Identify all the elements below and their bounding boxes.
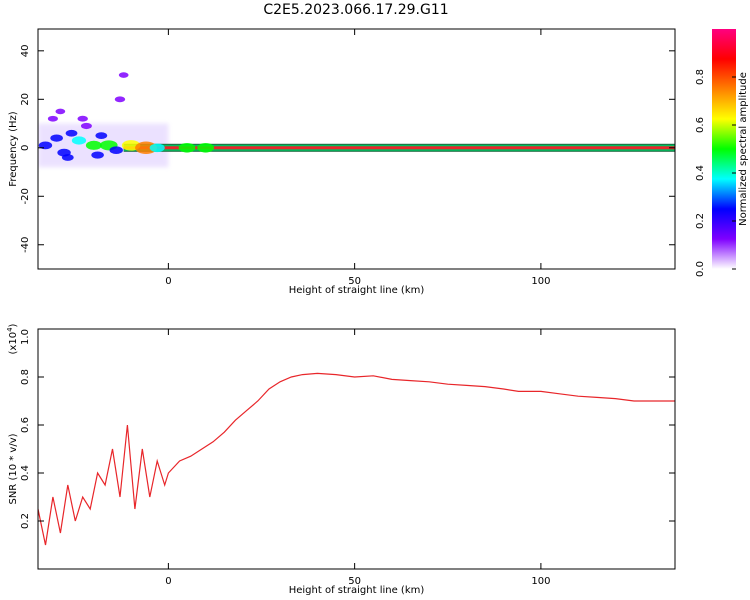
snr-panel: 0 50 100 0.2 0.4 0.6 0.8 1.0 Height of straight… <box>6 323 676 596</box>
snr-plot-area <box>38 372 675 546</box>
spectral-blob <box>178 142 196 153</box>
spectrogram-y-tick-label: -20 <box>20 188 31 204</box>
spectrogram-frame <box>37 28 676 270</box>
spectral-ridge <box>123 146 675 150</box>
spectrogram-y-tick-label: 40 <box>20 44 31 57</box>
spectral-blob <box>77 115 88 122</box>
snr-x-tick-label: 50 <box>348 576 361 587</box>
snr-y-tick-label: 0.4 <box>20 465 31 481</box>
spectral-blob <box>91 151 104 159</box>
spectral-blob <box>95 132 108 140</box>
colorbar-tick-label: 0.4 <box>695 165 706 181</box>
colorbar-label: Normalized spectral amplitude <box>738 72 749 226</box>
colorbar-tick-label: 0.8 <box>695 69 706 85</box>
snr-x-tick-label: 100 <box>531 576 550 587</box>
spectral-blob <box>135 141 157 155</box>
spectral-blob <box>85 140 102 150</box>
colorbar-gradient <box>712 29 736 269</box>
colorbar-axis: 0.0 0.2 0.4 0.6 0.8 <box>695 69 736 277</box>
spectrogram-x-tick-label: 0 <box>165 276 171 287</box>
spectrogram-x-axis-label: Height of straight line (km) <box>289 285 425 296</box>
snr-y-tick-label: 1.0 <box>20 329 31 345</box>
spectral-blob <box>65 129 78 137</box>
spectral-blob <box>47 115 58 122</box>
spectrogram-y-tick-label: 20 <box>20 93 31 106</box>
spectral-blob <box>55 108 66 115</box>
snr-y-multiplier: (x104) <box>6 323 19 354</box>
spectral-blob <box>50 134 63 142</box>
spectrogram-panel: 0 50 100 -40 -20 0 20 40 Height of straight lin… <box>8 28 676 296</box>
spectral-blob <box>149 143 165 153</box>
spectral-blob <box>61 154 74 161</box>
figure-title: C2E5.2023.066.17.29.G11 <box>263 2 448 18</box>
snr-x-axis-label: Height of straight line (km) <box>289 585 425 596</box>
snr-x-tick-label: 0 <box>165 576 171 587</box>
snr-y-multiplier-base: (x10 <box>8 332 19 355</box>
spectrogram-y-axis-label: Frequency (Hz) <box>8 111 19 187</box>
colorbar-tick-label: 0.2 <box>695 213 706 229</box>
snr-y-multiplier-close: ) <box>8 323 19 327</box>
spectral-blob <box>114 96 126 103</box>
snr-y-multiplier-exp: 4 <box>6 327 14 332</box>
snr-y-tick-label: 0.2 <box>20 513 31 529</box>
snr-y-tick-label: 0.6 <box>20 417 31 433</box>
colorbar-tick-label: 0.6 <box>695 117 706 133</box>
colorbar-tick-label: 0.0 <box>695 261 706 277</box>
spectral-blob <box>118 72 129 78</box>
spectrogram-y-tick-label: -40 <box>20 237 31 253</box>
spectral-blob <box>109 146 123 155</box>
spectrogram-y-tick-label: 0 <box>20 145 31 151</box>
spectrogram-x-tick-label: 100 <box>531 276 550 287</box>
spectral-blob <box>80 122 92 130</box>
spectral-blob <box>71 136 87 145</box>
spectrogram-plot-area <box>38 72 675 168</box>
snr-axes: 0 50 100 0.2 0.4 0.6 0.8 1.0 <box>20 328 675 587</box>
snr-frame <box>37 328 676 570</box>
colorbar: 0.0 0.2 0.4 0.6 0.8 Normalized spectral ampl… <box>695 29 749 277</box>
spectrogram-axes: 0 50 100 -40 -20 0 20 40 <box>20 29 675 287</box>
spectral-blob <box>38 141 53 150</box>
spectral-blob <box>197 142 215 153</box>
snr-series-line <box>38 372 675 546</box>
snr-y-axis-label: SNR (10 * v/v) <box>8 433 19 504</box>
spectrogram-x-tick-label: 50 <box>348 276 361 287</box>
snr-y-tick-label: 0.8 <box>20 369 31 385</box>
